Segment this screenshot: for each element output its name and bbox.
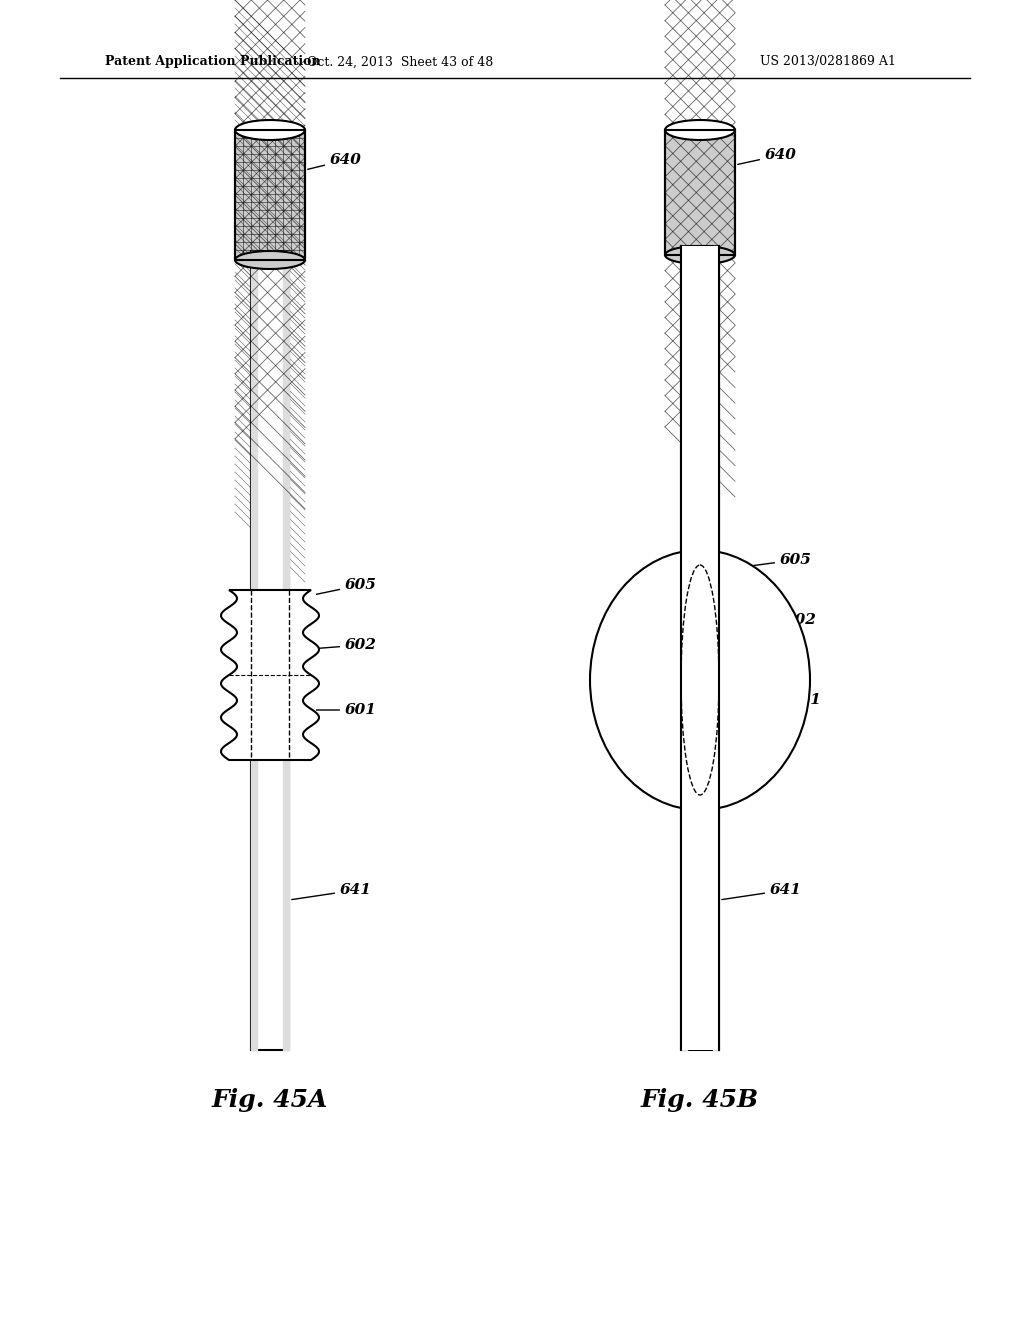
Ellipse shape xyxy=(234,251,305,269)
FancyBboxPatch shape xyxy=(234,129,305,260)
Polygon shape xyxy=(224,590,316,760)
FancyBboxPatch shape xyxy=(251,251,289,1049)
Text: 601: 601 xyxy=(300,704,377,717)
Ellipse shape xyxy=(590,550,810,810)
FancyBboxPatch shape xyxy=(665,129,735,255)
Text: 605: 605 xyxy=(722,553,812,570)
Ellipse shape xyxy=(665,120,735,140)
Text: 601: 601 xyxy=(790,693,822,708)
Text: Fig. 45A: Fig. 45A xyxy=(212,1088,328,1111)
FancyBboxPatch shape xyxy=(681,246,719,1049)
Text: 602: 602 xyxy=(732,612,817,630)
Text: 640: 640 xyxy=(737,148,797,165)
Polygon shape xyxy=(221,590,319,760)
Text: 605: 605 xyxy=(292,578,377,599)
Ellipse shape xyxy=(665,246,735,264)
Text: 641: 641 xyxy=(722,883,802,900)
Text: 641: 641 xyxy=(292,883,372,900)
Text: Fig. 45B: Fig. 45B xyxy=(641,1088,759,1111)
Ellipse shape xyxy=(234,120,305,140)
Text: 602: 602 xyxy=(300,638,377,652)
FancyBboxPatch shape xyxy=(681,246,719,1049)
Text: Patent Application Publication: Patent Application Publication xyxy=(105,55,321,69)
Text: Oct. 24, 2013  Sheet 43 of 48: Oct. 24, 2013 Sheet 43 of 48 xyxy=(307,55,494,69)
Text: 640: 640 xyxy=(307,153,361,169)
Text: US 2013/0281869 A1: US 2013/0281869 A1 xyxy=(760,55,896,69)
